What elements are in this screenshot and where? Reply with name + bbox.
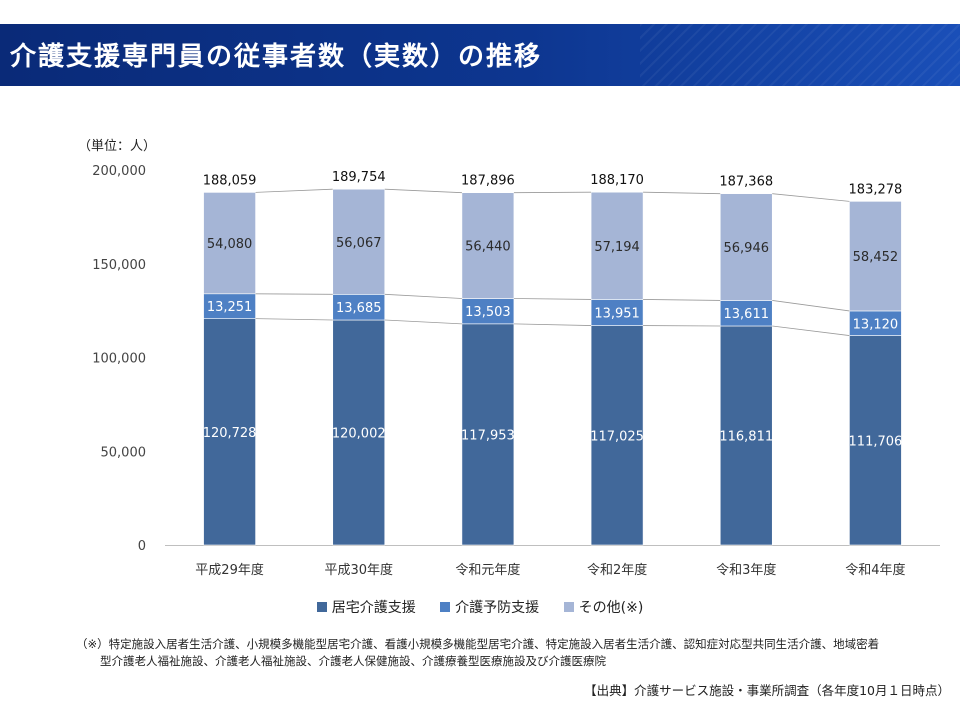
bar-segment xyxy=(461,298,515,325)
series-connector-line xyxy=(384,188,462,194)
x-category-label: 令和2年度 xyxy=(587,562,647,578)
y-tick-label: 0 xyxy=(138,539,146,554)
footnote-line-2: 型介護老人福祉施設、介護老人福祉施設、介護老人保健施設、介護療養型医療施設及び介… xyxy=(100,654,606,668)
series-connector-line xyxy=(643,299,721,301)
x-category-label: 平成29年度 xyxy=(195,562,264,578)
bar-value-label: 58,452 xyxy=(853,250,899,265)
series-connector-line xyxy=(384,319,462,325)
bar-segment xyxy=(719,300,773,327)
bar-segment xyxy=(590,299,644,326)
y-tick-label: 100,000 xyxy=(92,352,146,367)
series-connector-line xyxy=(513,323,592,326)
banner-decoration xyxy=(640,24,960,86)
bar-value-label: 120,728 xyxy=(203,426,257,441)
bar-value-label: 13,120 xyxy=(853,317,899,332)
page-title: 介護支援専門員の従事者数（実数）の推移 xyxy=(10,42,543,72)
x-category-label: 令和3年度 xyxy=(716,562,776,578)
bar-total-label: 188,170 xyxy=(590,173,644,188)
bar-total-label: 188,059 xyxy=(203,173,257,188)
footnote-line-1: （※）特定施設入居者生活介護、小規模多機能型居宅介護、看護小規模多機能型居宅介護… xyxy=(76,637,880,651)
bar-segment xyxy=(461,192,515,299)
x-category-label: 令和元年度 xyxy=(455,562,520,578)
bar-value-label: 13,251 xyxy=(207,300,253,315)
series-connector-line xyxy=(772,193,850,202)
stacked-bar-chart: 0 50,000 100,000 150,000 200,000 120,728 120,0… xyxy=(92,164,940,578)
bar-segment xyxy=(590,191,644,300)
bar-segment xyxy=(719,325,773,546)
series-connector-line xyxy=(255,293,333,295)
legend-label-other: その他(※) xyxy=(578,600,644,616)
footnote: （※）特定施設入居者生活介護、小規模多機能型居宅介護、看護小規模多機能型居宅介護… xyxy=(76,636,956,670)
bar-segment xyxy=(332,319,386,546)
bar-value-label: 120,002 xyxy=(332,426,386,441)
bar-value-label: 54,080 xyxy=(207,237,253,252)
bar-value-label: 116,811 xyxy=(719,429,773,444)
series-connector-line xyxy=(513,191,592,194)
legend-swatch-kyotaku xyxy=(316,602,327,612)
legend-item-kyotaku: 居宅介護支援 xyxy=(316,597,416,617)
chart-legend: 居宅介護支援 介護予防支援 その他(※) xyxy=(0,597,960,617)
bar-total-label: 187,368 xyxy=(719,175,773,190)
x-category-label: 平成30年度 xyxy=(324,562,393,578)
y-tick-label: 150,000 xyxy=(92,258,146,273)
legend-swatch-other xyxy=(563,602,574,612)
bar-total-label: 189,754 xyxy=(332,170,386,185)
bar-segment xyxy=(719,193,773,301)
bar-segment xyxy=(461,323,515,546)
bar-value-label: 13,503 xyxy=(465,305,511,320)
bar-value-label: 13,685 xyxy=(336,301,382,316)
series-connector-line xyxy=(255,318,333,321)
bar-value-label: 13,951 xyxy=(594,306,640,321)
bar-value-label: 56,946 xyxy=(724,241,770,256)
legend-item-other: その他(※) xyxy=(563,597,644,617)
source-citation: 【出典】介護サービス施設・事業所調査（各年度10月１日時点） xyxy=(584,683,950,698)
series-connector-line xyxy=(643,191,721,195)
legend-item-yobou: 介護予防支援 xyxy=(440,597,539,617)
bar-value-label: 56,440 xyxy=(465,240,511,255)
bar-value-label: 117,025 xyxy=(590,429,644,444)
bar-segment xyxy=(203,192,256,295)
bar-value-label: 117,953 xyxy=(461,428,515,443)
series-connector-line xyxy=(384,293,462,299)
bar-segment xyxy=(849,310,902,336)
series-connector-line xyxy=(513,298,592,300)
bar-segment xyxy=(332,188,386,295)
bar-total-label: 183,278 xyxy=(849,182,903,197)
legend-label-yobou: 介護予防支援 xyxy=(455,600,540,616)
bar-segment xyxy=(849,335,902,546)
series-connector-line xyxy=(255,188,333,193)
series-connector-line xyxy=(772,300,850,312)
unit-label: （単位：人） xyxy=(78,139,157,154)
bar-value-label: 13,611 xyxy=(724,307,770,322)
x-category-label: 令和4年度 xyxy=(845,562,905,578)
bar-value-label: 56,067 xyxy=(336,236,382,251)
legend-label-kyotaku: 居宅介護支援 xyxy=(331,600,416,616)
series-connector-line xyxy=(772,325,850,336)
y-tick-label: 200,000 xyxy=(92,164,146,179)
bar-total-label: 187,896 xyxy=(461,174,515,189)
bar-value-label: 57,194 xyxy=(594,240,640,255)
bar-segment xyxy=(590,325,644,546)
y-tick-label: 50,000 xyxy=(101,445,147,460)
title-banner: 介護支援専門員の従事者数（実数）の推移 xyxy=(0,24,960,86)
bar-segment xyxy=(203,318,256,546)
bar-segment xyxy=(203,293,256,319)
legend-swatch-yobou xyxy=(440,602,451,612)
bar-segment xyxy=(849,201,902,312)
bar-value-label: 111,706 xyxy=(849,434,903,449)
